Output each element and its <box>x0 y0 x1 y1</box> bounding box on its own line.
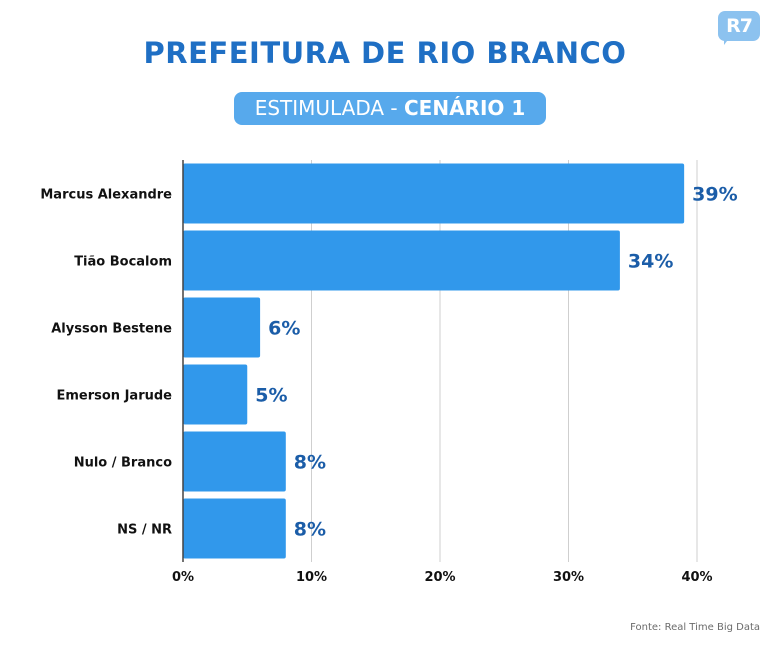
source-note: Fonte: Real Time Big Data <box>630 622 760 633</box>
category-label-1: Tião Bocalom <box>74 255 172 270</box>
bar-5 <box>183 498 286 559</box>
value-label-4: 8% <box>294 452 326 474</box>
bar-3 <box>183 364 248 425</box>
bar-4 <box>183 431 286 492</box>
subtitle-part1: ESTIMULADA - <box>254 96 404 120</box>
x-tick-label-4: 40% <box>681 570 712 585</box>
value-label-3: 5% <box>255 385 287 407</box>
category-label-3: Emerson Jarude <box>56 389 172 404</box>
subtitle-part2: CENÁRIO 1 <box>404 96 526 120</box>
category-label-0: Marcus Alexandre <box>40 188 172 203</box>
value-label-2: 6% <box>268 318 300 340</box>
chart-title: PREFEITURA DE RIO BRANCO <box>143 36 627 70</box>
bar-2 <box>183 297 261 358</box>
x-tick-label-2: 20% <box>424 570 455 585</box>
bar-0 <box>183 163 685 224</box>
value-label-0: 39% <box>692 184 737 206</box>
chart-subtitle: ESTIMULADA - CENÁRIO 1 <box>234 92 546 125</box>
category-label-4: Nulo / Branco <box>74 456 172 471</box>
x-tick-label-0: 0% <box>172 570 194 585</box>
r7-logo-text: R7 <box>718 11 760 41</box>
category-label-5: NS / NR <box>117 523 172 538</box>
value-label-1: 34% <box>628 251 673 273</box>
value-label-5: 8% <box>294 519 326 541</box>
x-tick-label-3: 30% <box>553 570 584 585</box>
bar-1 <box>183 230 620 291</box>
x-tick-label-1: 10% <box>296 570 327 585</box>
r7-logo-tail <box>724 37 736 45</box>
r7-logo: R7 <box>718 11 760 45</box>
category-label-2: Alysson Bestene <box>51 322 172 337</box>
